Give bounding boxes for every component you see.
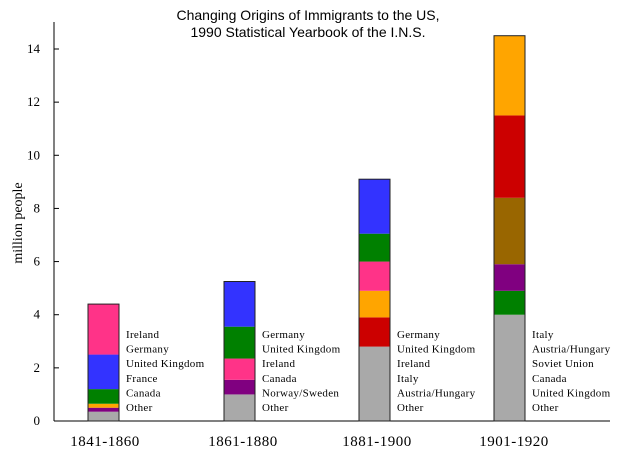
segment-label-1841-1860-2: United Kingdom (126, 358, 205, 370)
bar-segment-1901-1920-united-kingdom (494, 290, 525, 315)
y-tick-label-8: 8 (34, 200, 41, 215)
bar-outline-1901-1920 (493, 35, 526, 422)
segment-label-1901-1920-0: Italy (532, 329, 554, 341)
segment-label-1901-1920-2: Soviet Union (532, 358, 594, 370)
bar-segment-1881-1900-germany (359, 179, 390, 234)
segment-label-1901-1920-1: Austria/Hungary (532, 344, 611, 356)
bar-outline-1861-1880 (223, 281, 256, 422)
segment-label-1901-1920-5: Other (532, 402, 559, 414)
segment-label-1881-1900-0: Germany (397, 329, 440, 341)
bar-segment-1861-1880-norway-sweden (224, 379, 255, 395)
bar-segment-1841-1860-france (88, 403, 119, 408)
bar-segment-1881-1900-austria-hungary (359, 317, 390, 347)
bar-segment-1901-1920-italy (494, 35, 525, 116)
x-tick-labels: 1841-1860 1861-1880 1881-1900 1901-1920 (70, 434, 549, 450)
bar-segment-1881-1900-other (359, 346, 390, 421)
bars: Ireland Germany United Kingdom France Canada… (87, 35, 611, 422)
segment-label-1861-1880-3: Canada (262, 373, 297, 385)
segment-label-1861-1880-5: Other (262, 402, 289, 414)
y-tick-label-4: 4 (34, 307, 41, 322)
x-tick-label-1841-1860: 1841-1860 (70, 434, 140, 450)
bar-segment-1841-1860-ireland (88, 304, 119, 355)
segment-label-1841-1860-0: Ireland (126, 329, 159, 341)
segment-label-1881-1900-1: United Kingdom (397, 344, 476, 356)
bar-segment-1861-1880-ireland (224, 326, 255, 359)
segment-label-1881-1900-2: Ireland (397, 358, 430, 370)
segment-label-1841-1860-1: Germany (126, 344, 169, 356)
bar-segment-1901-1920-other (494, 314, 525, 421)
bar-segment-1861-1880-other (224, 394, 255, 421)
segment-label-1861-1880-4: Norway/Sweden (262, 387, 339, 399)
x-tick-label-1901-1920: 1901-1920 (479, 434, 549, 450)
y-tick-label-14: 14 (27, 41, 41, 56)
bar-segment-1841-1860-canada (88, 407, 119, 412)
segment-label-1881-1900-5: Other (397, 402, 424, 414)
bar-segment-1881-1900-italy (359, 290, 390, 318)
x-tick-label-1861-1880: 1861-1880 (208, 434, 278, 450)
segment-label-1881-1900-4: Austria/Hungary (397, 387, 476, 399)
y-ticks: 0 2 4 6 8 10 12 14 (27, 41, 59, 428)
y-axis-label: million people (11, 182, 26, 263)
bar-segment-1841-1860-other (88, 411, 119, 421)
bar-segment-1861-1880-canada (224, 358, 255, 380)
bar-segment-1841-1860-germany (88, 354, 119, 390)
chart-title-line-1: Changing Origins of Immigrants to the US… (176, 7, 439, 23)
segment-label-1841-1860-3: France (126, 373, 158, 385)
bar-segment-1881-1900-united-kingdom (359, 233, 390, 262)
bar-segment-1901-1920-austria-hungary (494, 115, 525, 198)
bar-segment-1841-1860-united-kingdom (88, 389, 119, 404)
bar-segment-1901-1920-canada (494, 264, 525, 291)
y-tick-label-10: 10 (27, 147, 40, 162)
segment-label-1861-1880-1: United Kingdom (262, 344, 341, 356)
y-tick-label-2: 2 (34, 360, 41, 375)
segment-label-1861-1880-0: Germany (262, 329, 305, 341)
segment-label-1841-1860-4: Canada (126, 387, 161, 399)
x-tick-label-1881-1900: 1881-1900 (342, 434, 412, 450)
segment-label-1901-1920-3: Canada (532, 373, 567, 385)
y-tick-label-6: 6 (34, 254, 41, 269)
segment-label-1841-1860-5: Other (126, 402, 153, 414)
y-tick-label-12: 12 (27, 94, 40, 109)
segment-label-1881-1900-3: Italy (397, 373, 419, 385)
bar-segment-1861-1880-united-kingdom (224, 281, 255, 327)
bar-segment-1881-1900-ireland (359, 261, 390, 291)
segment-label-1901-1920-4: United Kingdom (532, 387, 611, 399)
bar-outline-1841-1860 (87, 303, 120, 422)
chart-title-line-2: 1990 Statistical Yearbook of the I.N.S. (190, 24, 425, 40)
bar-segment-1901-1920-soviet-union (494, 197, 525, 265)
segment-label-1861-1880-2: Ireland (262, 358, 295, 370)
bar-outline-1881-1900 (358, 178, 391, 422)
y-tick-label-0: 0 (34, 413, 41, 428)
